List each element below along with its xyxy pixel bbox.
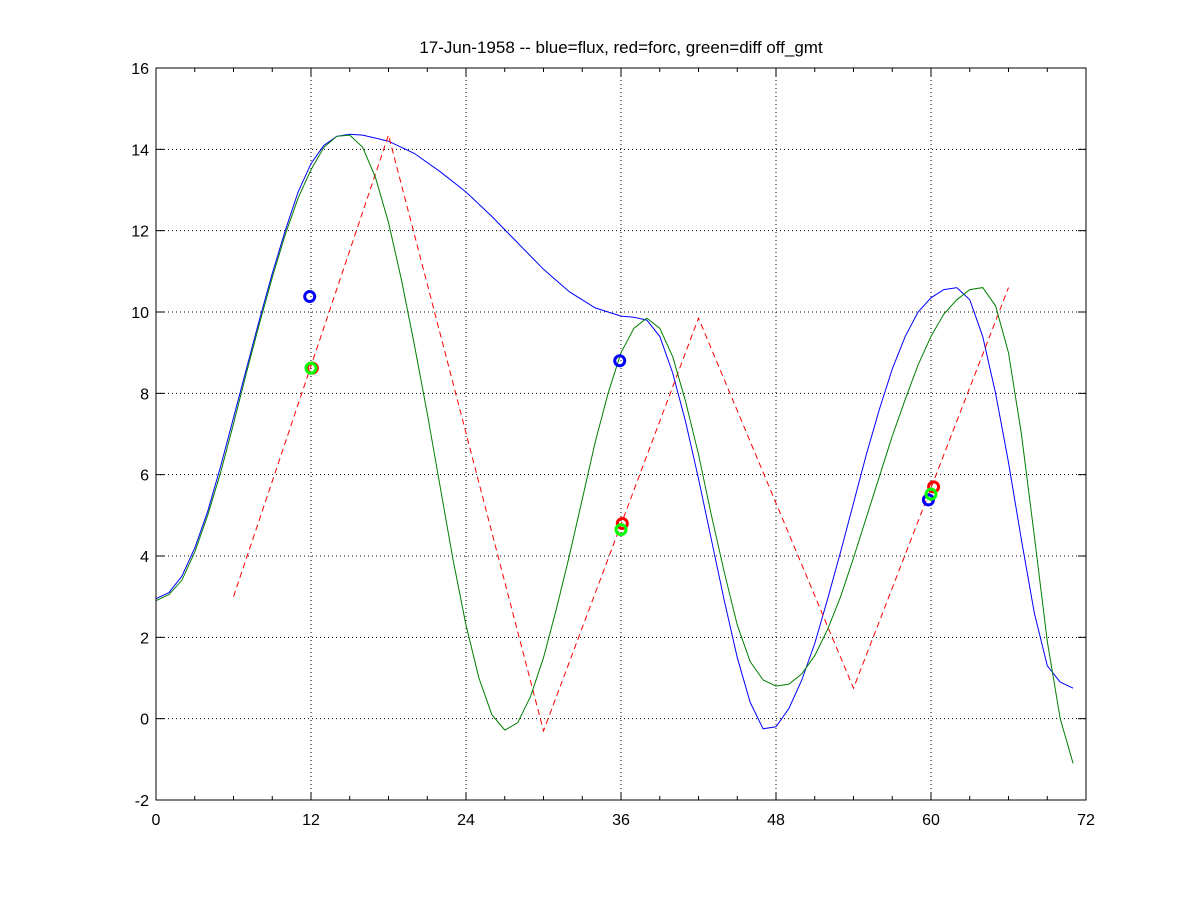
grid-layer <box>156 68 1086 800</box>
y-tick-label: 10 <box>131 305 149 322</box>
y-tick-label: 6 <box>140 468 149 485</box>
y-tick-label: 14 <box>131 142 149 159</box>
x-tick-label: 36 <box>612 812 630 829</box>
y-tick-label: 0 <box>140 712 149 729</box>
marker-diff <box>614 523 628 537</box>
y-tick-label: -2 <box>135 793 149 810</box>
marker-flux <box>613 354 627 368</box>
x-tick-label: 72 <box>1077 812 1095 829</box>
marker-forc <box>615 516 629 530</box>
series-line-diff <box>155 134 1074 764</box>
x-tick-label: 0 <box>152 812 161 829</box>
y-tick-label: 12 <box>131 224 149 241</box>
chart-title: 17-Jun-1958 -- blue=flux, red=forc, gree… <box>419 38 823 57</box>
y-tick-label: 2 <box>140 630 149 647</box>
marker-diff <box>304 361 318 375</box>
x-tick-label: 12 <box>302 812 320 829</box>
y-tick-label: 4 <box>140 549 149 566</box>
marker-diff <box>924 487 938 501</box>
marker-layer <box>303 290 941 537</box>
x-tick-label: 60 <box>922 812 940 829</box>
y-tick-label: 8 <box>140 386 149 403</box>
series-line-flux <box>155 133 1074 730</box>
y-tick-label: 16 <box>131 61 149 78</box>
axes-frame <box>155 67 1087 801</box>
marker-flux <box>303 290 317 304</box>
x-tick-label: 24 <box>457 812 475 829</box>
x-tick-label: 48 <box>767 812 785 829</box>
plot-area <box>156 68 1086 800</box>
marker-forc <box>927 480 941 494</box>
